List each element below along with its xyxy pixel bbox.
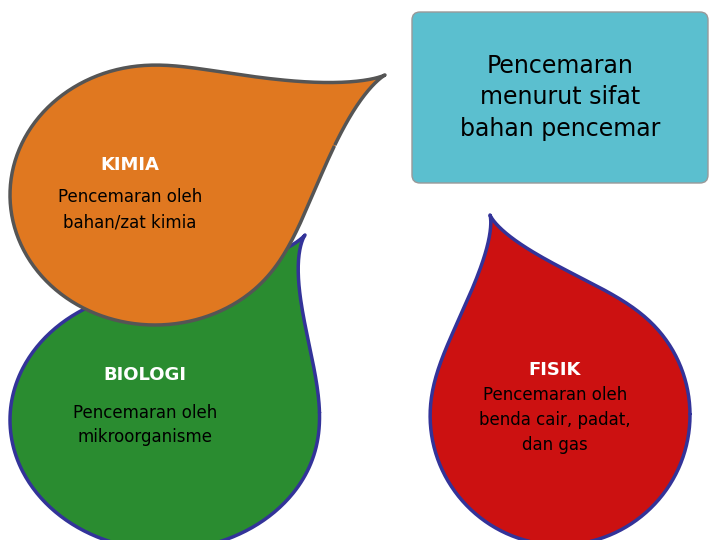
Text: BIOLOGI: BIOLOGI — [104, 366, 186, 384]
Text: Pencemaran oleh
bahan/zat kimia: Pencemaran oleh bahan/zat kimia — [58, 188, 202, 232]
Text: FISIK: FISIK — [528, 361, 581, 379]
FancyBboxPatch shape — [412, 12, 708, 183]
Polygon shape — [10, 235, 320, 540]
Text: Pencemaran oleh
benda cair, padat,
dan gas: Pencemaran oleh benda cair, padat, dan g… — [480, 386, 631, 454]
Text: Pencemaran
menurut sifat
bahan pencemar: Pencemaran menurut sifat bahan pencemar — [460, 54, 660, 141]
Text: KIMIA: KIMIA — [101, 156, 159, 174]
Polygon shape — [10, 65, 385, 325]
Polygon shape — [430, 215, 690, 540]
Text: Pencemaran oleh
mikroorganisme: Pencemaran oleh mikroorganisme — [73, 403, 217, 447]
